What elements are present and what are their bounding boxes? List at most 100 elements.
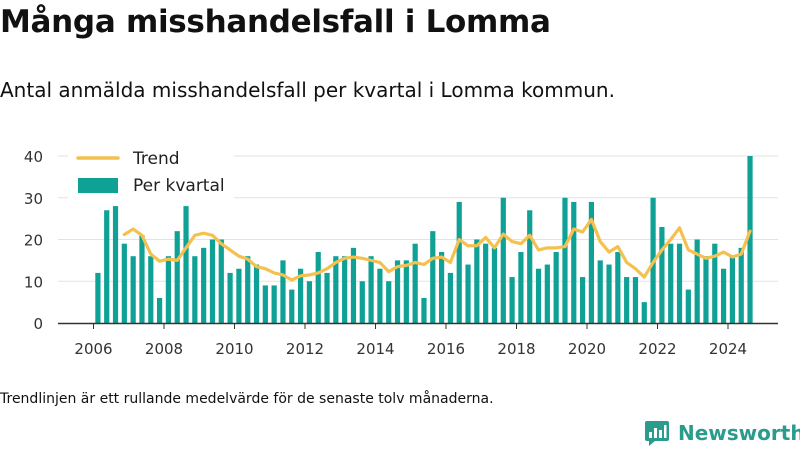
bar: [491, 247, 498, 323]
y-tick-label: 30: [24, 190, 43, 208]
bar: [668, 243, 674, 323]
bar: [368, 256, 374, 323]
bar: [527, 210, 533, 323]
bar: [676, 243, 683, 323]
bar: [518, 252, 524, 323]
x-tick-label: 2024: [709, 340, 747, 358]
bar: [121, 243, 127, 323]
newsworthy-logo-icon: [645, 421, 669, 446]
bar: [236, 268, 242, 323]
bar: [535, 268, 542, 323]
bar: [350, 247, 357, 323]
bar: [456, 201, 462, 323]
bar: [262, 285, 268, 323]
bar: [438, 252, 445, 323]
bar: [271, 285, 277, 323]
bar: [588, 201, 595, 323]
legend-trend-label: Trend: [132, 149, 180, 169]
y-tick-label: 20: [24, 232, 43, 250]
bar: [148, 256, 154, 323]
bar: [165, 256, 172, 323]
y-tick-label: 0: [33, 315, 43, 333]
x-tick-label: 2012: [286, 340, 324, 358]
bar: [156, 297, 163, 323]
x-tick-label: 2022: [638, 340, 676, 358]
footnote: Trendlinjen är ett rullande medelvärde f…: [0, 391, 494, 407]
bar: [562, 197, 568, 323]
chart-title: Många misshandelsfall i Lomma: [0, 4, 551, 40]
bar: [641, 302, 647, 324]
bar: [544, 264, 550, 323]
bar: [694, 239, 700, 323]
bar: [659, 226, 665, 323]
bar: [201, 247, 207, 323]
bar: [130, 256, 136, 323]
bar: [209, 239, 216, 323]
bar: [712, 243, 718, 323]
bar: [289, 289, 295, 323]
bar: [218, 239, 224, 323]
newsworthy-logo[interactable]: Newsworthy: [644, 420, 800, 446]
legend-bar-swatch: [78, 178, 118, 193]
bar: [615, 252, 621, 323]
bar: [703, 256, 709, 323]
bar: [447, 272, 454, 323]
bar: [174, 231, 180, 323]
bar: [606, 264, 612, 323]
bar: [183, 206, 189, 323]
bar: [359, 281, 365, 323]
bar: [430, 231, 436, 323]
legend-bar-label: Per kvartal: [133, 176, 225, 196]
bar: [412, 243, 418, 323]
bar: [579, 277, 586, 323]
x-tick-label: 2008: [145, 340, 183, 358]
trend-line: [122, 217, 752, 282]
bar: [474, 239, 480, 323]
bar: [500, 197, 506, 323]
bar: [729, 256, 736, 323]
bar: [509, 277, 515, 323]
bar: [280, 260, 286, 324]
chart-subtitle: Antal anmälda misshandelsfall per kvarta…: [0, 78, 615, 102]
bar: [306, 281, 313, 323]
bar: [632, 277, 639, 323]
legend: Trend Per kvartal: [68, 146, 234, 202]
bar: [720, 268, 727, 323]
bar: [624, 277, 630, 323]
bar: [421, 297, 427, 323]
bar: [738, 247, 744, 323]
bar: [342, 256, 348, 323]
bar: [403, 260, 409, 324]
bar: [394, 260, 401, 324]
bar: [597, 260, 603, 324]
bar: [227, 272, 233, 323]
bar: [245, 256, 251, 323]
bar: [95, 272, 101, 323]
bar: [465, 264, 471, 323]
bar: [333, 256, 339, 323]
x-tick-label: 2014: [356, 340, 394, 358]
bar-series: [95, 156, 753, 324]
x-tick-label: 2006: [74, 340, 112, 358]
bar: [112, 206, 119, 323]
x-axis: 2006 2008 2010 2012 2014 2016 2018 2020 2022 2024: [58, 322, 778, 358]
bar: [685, 289, 691, 323]
bar: [297, 268, 304, 323]
x-tick-label: 2010: [215, 340, 253, 358]
bar: [139, 235, 145, 323]
bar: [386, 281, 392, 323]
bar: [747, 156, 753, 323]
x-tick-label: 2018: [497, 340, 535, 358]
bar: [253, 264, 260, 323]
bar: [483, 243, 489, 323]
brand-name: Newsworthy: [678, 421, 800, 445]
trend-series: [122, 217, 752, 282]
bar: [104, 210, 110, 323]
y-tick-label: 40: [24, 148, 43, 166]
x-tick-label: 2020: [568, 340, 606, 358]
y-axis-labels: 0 10 20 30 40: [24, 148, 43, 333]
x-tick-label: 2016: [427, 340, 465, 358]
bar: [315, 252, 321, 323]
bar: [553, 252, 559, 323]
